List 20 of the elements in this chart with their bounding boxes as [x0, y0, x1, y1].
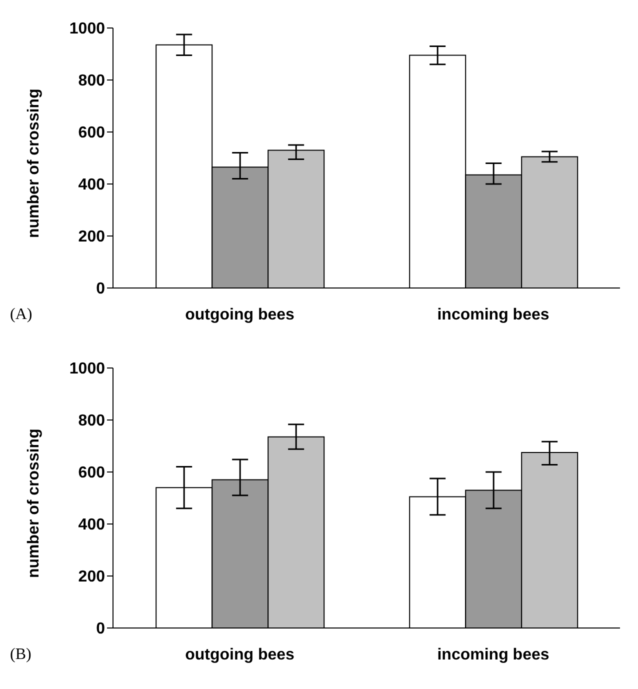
y-tick-label: 800 — [78, 72, 106, 90]
y-tick-label: 0 — [96, 280, 106, 298]
x-tick-label: incoming bees — [437, 646, 550, 664]
y-tick-label: 800 — [78, 412, 106, 430]
y-tick-label: 200 — [78, 568, 106, 586]
y-tick-label: 1000 — [69, 20, 106, 38]
y-axis-title: number of crossing — [26, 428, 43, 578]
text: (B) — [10, 646, 32, 664]
y-tick-label: 400 — [78, 516, 106, 534]
text: (A) — [10, 306, 32, 324]
x-tick-label: outgoing bees — [185, 646, 295, 664]
y-tick-label: 0 — [96, 620, 106, 638]
x-tick-label: incoming bees — [437, 306, 550, 324]
y-tick-label: 400 — [78, 176, 106, 194]
y-tick-label: 1000 — [69, 360, 106, 378]
y-tick-label: 600 — [78, 464, 106, 482]
x-tick-label: outgoing bees — [185, 306, 295, 324]
y-tick-label: 600 — [78, 124, 106, 142]
y-tick-label: 200 — [78, 228, 106, 246]
y-axis-title: number of crossing — [26, 88, 43, 238]
